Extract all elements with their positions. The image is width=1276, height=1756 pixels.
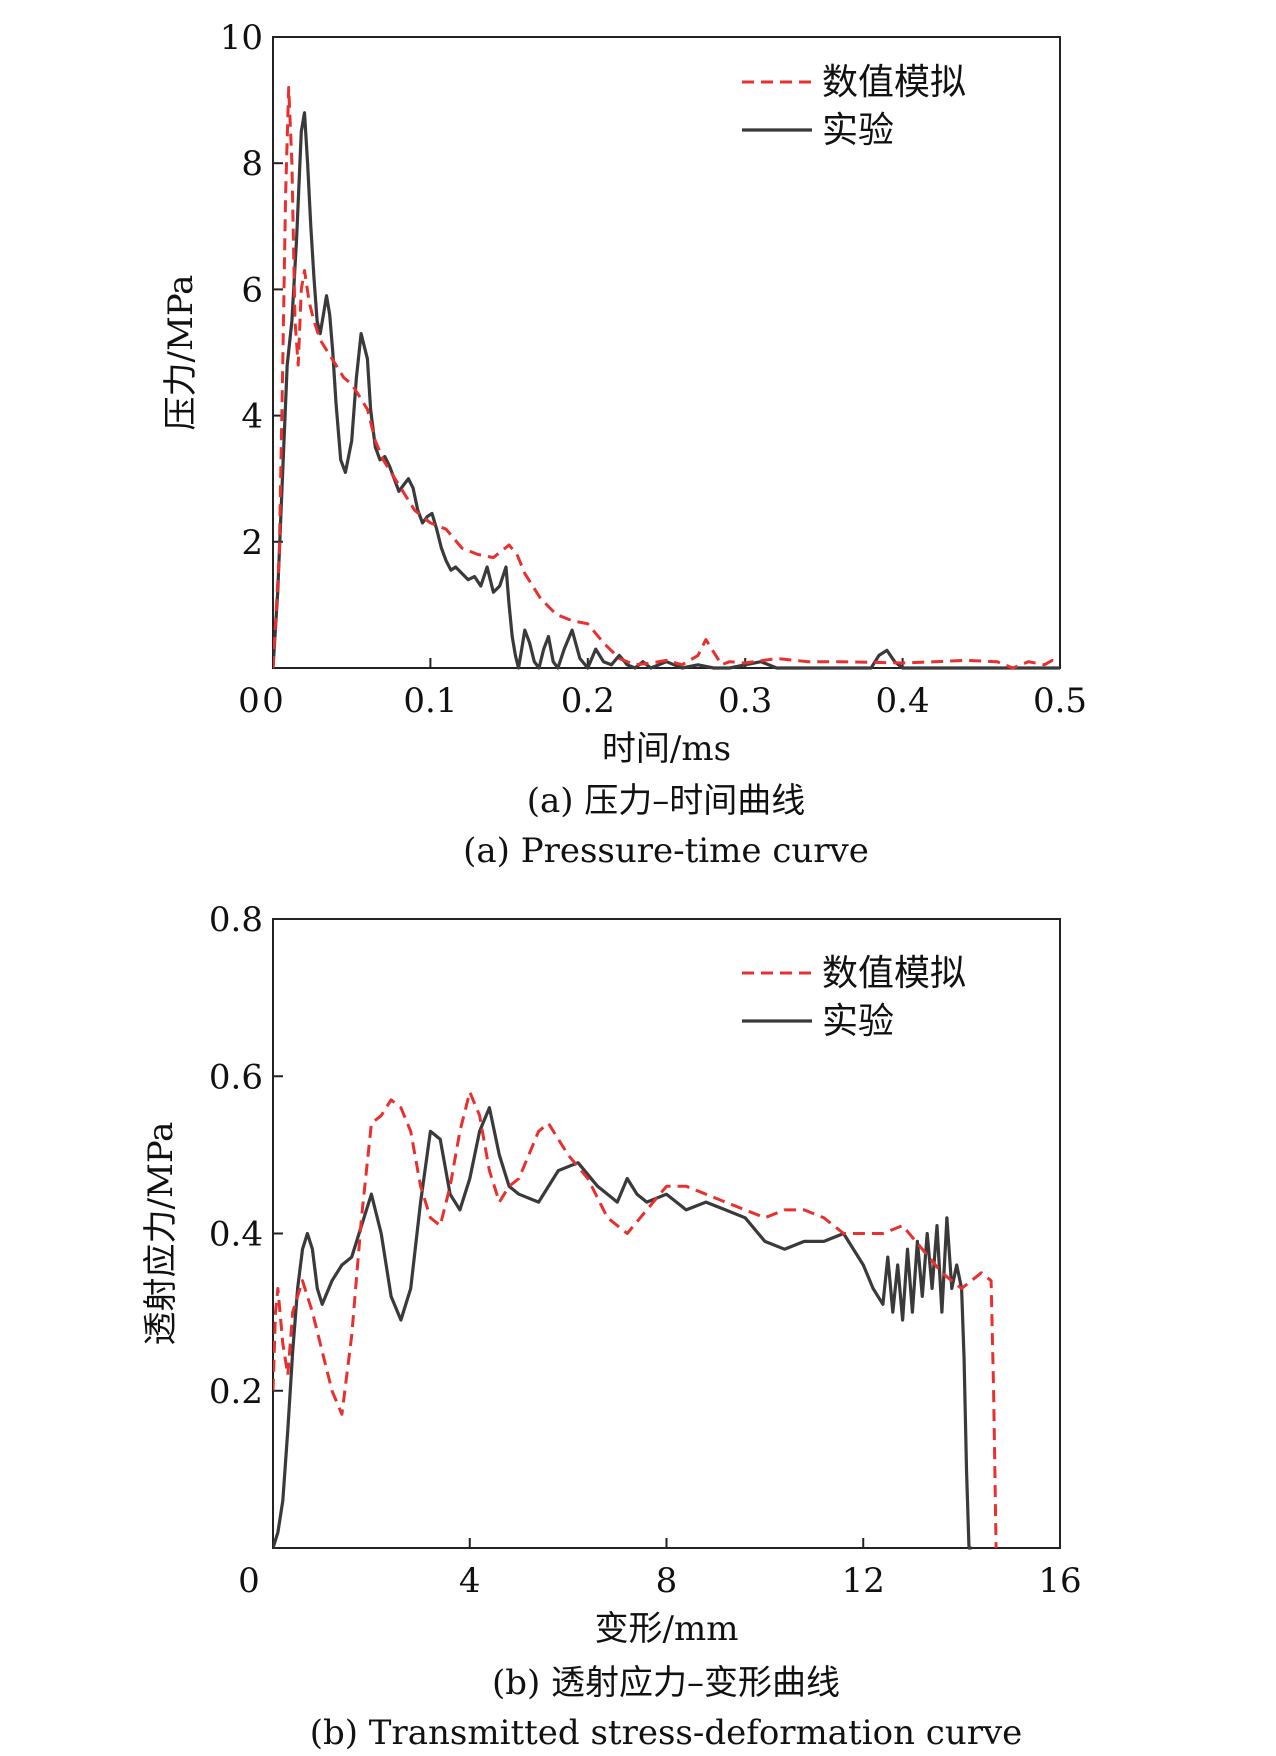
plot-frame [272, 36, 1061, 669]
series-line-experiment [273, 1106, 972, 1550]
x-tick-label: 0.4 [876, 681, 930, 721]
legend-label-experiment: 实验 [822, 110, 894, 151]
y-tick-label: 10 [220, 18, 263, 58]
x-tick-label: 0.2 [561, 681, 615, 721]
x-tick-label: 8 [656, 1561, 678, 1601]
y-tick-label: 4 [241, 397, 263, 437]
y-tick-label: 8 [241, 144, 263, 184]
plot-frame [272, 918, 1061, 1549]
y-tick-label: 0.4 [209, 1215, 263, 1255]
y-tick-label: 6 [241, 270, 263, 310]
x-tick-label: 0.3 [718, 681, 772, 721]
x-axis-label: 时间/ms [602, 729, 731, 769]
x-tick-label: 0.1 [403, 681, 457, 721]
caption-en: (a) Pressure-time curve [463, 831, 869, 871]
x-tick-label: 12 [842, 1561, 885, 1601]
y-tick-label: 2 [241, 523, 263, 563]
legend-label-simulation: 数值模拟 [822, 953, 966, 994]
chart-pressure-time: 0 0.1 0.2 0.3 0.4 0.5 2 4 6 8 10 0 时间/ms 压力/MPa 数值模拟实验… [161, 18, 1087, 871]
origin-label: 0 [238, 681, 260, 721]
y-axis-label: 压力/MPa [161, 275, 201, 431]
x-tick-label: 16 [1038, 1561, 1081, 1601]
y-tick-label: 0.6 [209, 1057, 263, 1097]
x-tick-label: 0.5 [1033, 681, 1087, 721]
x-tick-label: 4 [459, 1561, 481, 1601]
x-tick-label: 0 [262, 681, 284, 721]
series-line-simulation [273, 86, 1060, 670]
series-line-simulation [273, 1090, 998, 1549]
y-axis-label: 透射应力/MPa [141, 1122, 181, 1346]
series-line-experiment [273, 111, 1060, 670]
x-axis-label: 变形/mm [595, 1609, 739, 1649]
legend-label-simulation: 数值模拟 [822, 62, 966, 103]
caption-cn: (b) 透射应力–变形曲线 [492, 1663, 840, 1703]
origin-label: 0 [238, 1561, 260, 1601]
caption-cn: (a) 压力–时间曲线 [527, 781, 806, 821]
y-tick-label: 0.8 [209, 900, 263, 940]
y-tick-label: 0.2 [209, 1372, 263, 1412]
caption-en: (b) Transmitted stress-deformation curve [310, 1713, 1023, 1753]
legend-label-experiment: 实验 [822, 1001, 894, 1042]
